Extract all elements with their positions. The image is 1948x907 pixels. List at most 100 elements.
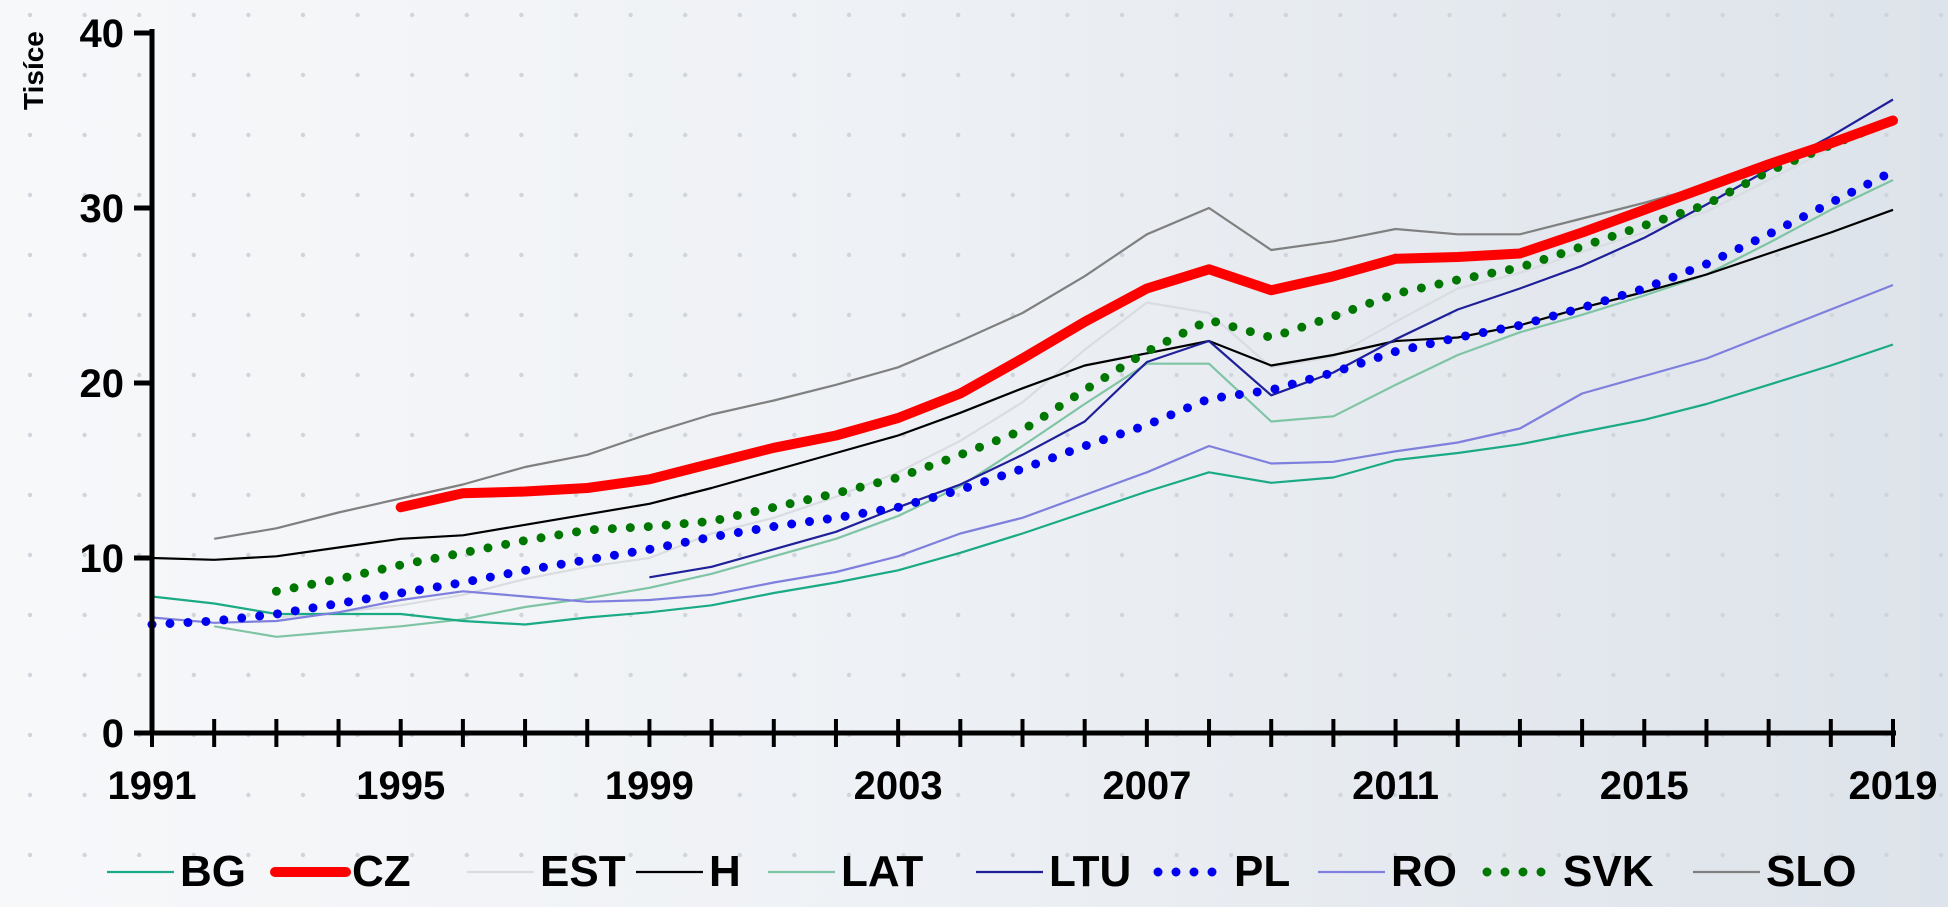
grid-dot	[1065, 552, 1070, 558]
grid-dot	[901, 612, 906, 618]
x-tick-label: 2011	[1352, 764, 1439, 808]
grid-dot	[300, 672, 306, 678]
grid-dot	[792, 12, 797, 18]
grid-dot	[1229, 372, 1234, 378]
grid-dot	[1283, 192, 1289, 198]
grid-dot	[1665, 312, 1671, 318]
grid-dot	[1010, 552, 1015, 558]
grid-dot	[355, 372, 360, 378]
grid-dot	[1283, 12, 1289, 18]
grid-dot	[410, 432, 415, 438]
grid-dot	[1283, 552, 1289, 558]
grid-dot	[737, 612, 742, 618]
grid-dot	[573, 552, 579, 558]
grid-dot	[1338, 612, 1343, 618]
grid-dot	[519, 852, 524, 858]
grid-dot	[737, 852, 742, 858]
grid-dot	[1720, 12, 1725, 18]
grid-dot	[1665, 852, 1671, 858]
grid-dot	[1229, 672, 1234, 678]
grid-dot	[573, 312, 579, 318]
grid-dot	[27, 432, 33, 438]
grid-dot	[1119, 12, 1125, 18]
grid-dot	[519, 12, 524, 18]
grid-dot	[1010, 12, 1015, 18]
grid-dot	[792, 672, 797, 678]
grid-dot	[1174, 12, 1179, 18]
grid-dot	[1119, 612, 1125, 618]
grid-dot	[1392, 132, 1398, 138]
grid-dot	[1665, 552, 1671, 558]
grid-dot	[901, 672, 906, 678]
grid-dot	[1338, 852, 1343, 858]
grid-dot	[137, 132, 142, 138]
grid-dot	[1174, 252, 1179, 258]
grid-dot	[464, 12, 469, 18]
grid-dot	[1884, 12, 1889, 18]
grid-dot	[1829, 312, 1835, 318]
grid-dot	[246, 132, 251, 138]
grid-dot	[1775, 132, 1780, 138]
grid-dot	[300, 72, 306, 78]
grid-dot	[1938, 792, 1944, 798]
grid-dot	[1502, 72, 1507, 78]
grid-dot	[1938, 612, 1944, 618]
grid-dot	[1119, 492, 1125, 498]
grid-dot	[1229, 852, 1234, 858]
grid-dot	[1611, 12, 1616, 18]
grid-dot	[1556, 72, 1562, 78]
grid-dot	[956, 792, 961, 798]
grid-dot	[846, 372, 852, 378]
grid-dot	[410, 312, 415, 318]
y-tick-label: 40	[80, 12, 125, 56]
grid-dot	[1283, 252, 1289, 258]
grid-dot	[82, 372, 87, 378]
grid-dot	[1010, 672, 1015, 678]
grid-dot	[628, 252, 633, 258]
grid-dot	[1065, 252, 1070, 258]
grid-dot	[628, 192, 633, 198]
grid-dot	[1775, 72, 1780, 78]
grid-dot	[519, 312, 524, 318]
x-tick-label: 1991	[108, 764, 197, 808]
grid-dot	[355, 672, 360, 678]
grid-dot	[1502, 672, 1507, 678]
grid-dot	[1611, 132, 1616, 138]
grid-dot	[137, 612, 142, 618]
grid-dot	[300, 372, 306, 378]
grid-dot	[1938, 552, 1944, 558]
grid-dot	[1229, 792, 1234, 798]
axes: 0 10 20 30 40 1991 1995 1999 2003 2007 2011 2015 201…	[80, 12, 1938, 808]
grid-dot	[300, 552, 306, 558]
grid-dot	[1119, 852, 1125, 858]
grid-dot	[1775, 432, 1780, 438]
grid-dot	[1065, 432, 1070, 438]
grid-dot	[1119, 132, 1125, 138]
grid-dot	[737, 312, 742, 318]
grid-dot	[355, 12, 360, 18]
grid-dot	[410, 372, 415, 378]
grid-dot	[191, 252, 196, 258]
grid-dot	[1556, 672, 1562, 678]
grid-dot	[1174, 432, 1179, 438]
grid-dot	[1556, 792, 1562, 798]
grid-dot	[846, 492, 852, 498]
grid-dot	[1611, 612, 1616, 618]
grid-dot	[1338, 792, 1343, 798]
grid-dot	[1229, 132, 1234, 138]
grid-dot	[27, 672, 33, 678]
grid-dot	[1119, 252, 1125, 258]
y-tick-label: 20	[80, 362, 125, 406]
grid-dot	[27, 132, 33, 138]
grid-dot	[683, 372, 688, 378]
grid-dot	[1283, 372, 1289, 378]
grid-dot	[1283, 792, 1289, 798]
grid-dot	[1502, 12, 1507, 18]
grid-dot	[846, 672, 852, 678]
grid-dot	[792, 192, 797, 198]
y-tick-label: 0	[102, 712, 124, 756]
grid-dot	[1283, 132, 1289, 138]
grid-dot	[1665, 132, 1671, 138]
grid-dot	[792, 552, 797, 558]
